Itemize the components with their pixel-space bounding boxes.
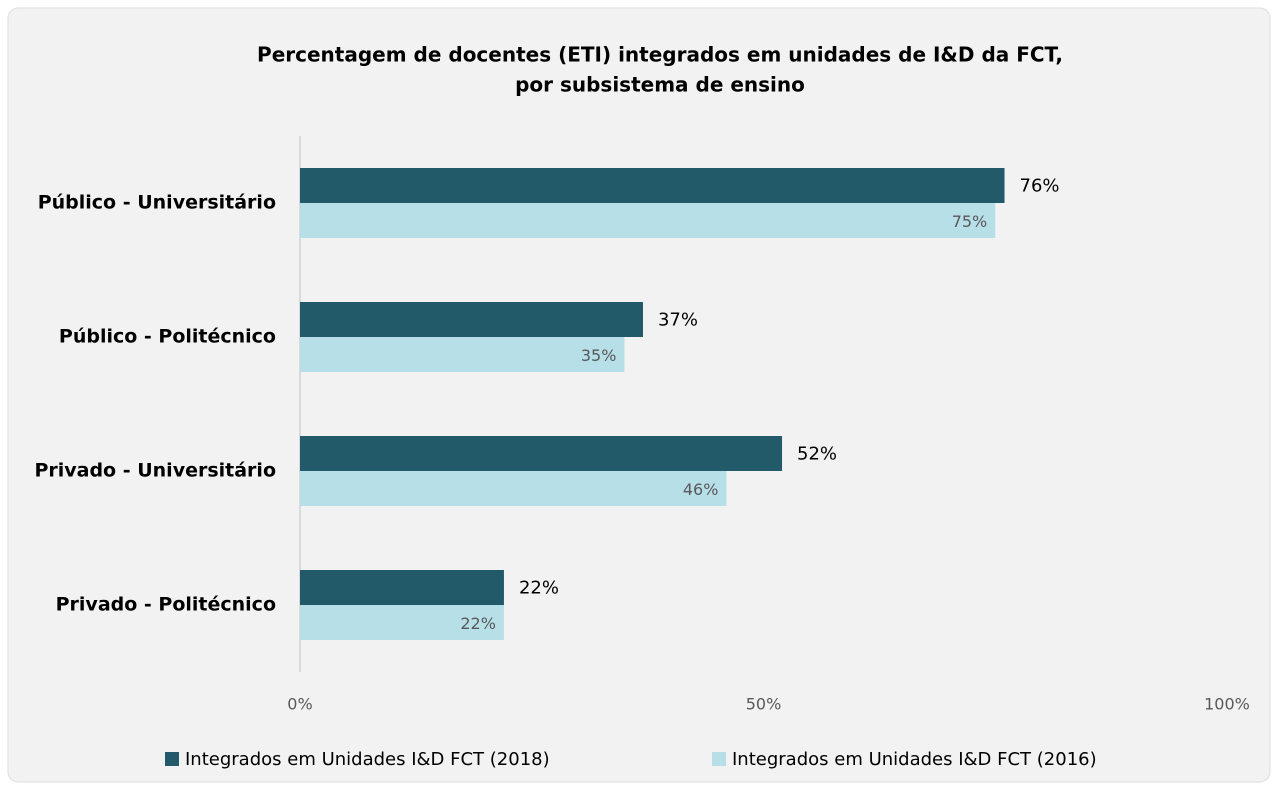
data-label: 76% <box>1020 176 1060 197</box>
bar <box>300 302 643 337</box>
data-label: 35% <box>581 346 617 365</box>
data-label: 75% <box>952 212 988 231</box>
data-label: 37% <box>658 310 698 331</box>
bar <box>300 337 625 372</box>
data-label: 52% <box>797 444 837 465</box>
x-tick-label: 50% <box>746 695 782 714</box>
legend-label: Integrados em Unidades I&D FCT (2018) <box>185 749 550 770</box>
chart-title: Percentagem de docentes (ETI) integrados… <box>257 43 1063 67</box>
data-label: 46% <box>683 480 719 499</box>
chart-title: por subsistema de ensino <box>515 73 805 97</box>
data-label: 22% <box>460 614 496 633</box>
bar <box>300 605 504 640</box>
legend-swatch <box>712 752 726 766</box>
y-tick-label: Privado - Universitário <box>34 460 276 482</box>
y-tick-label: Privado - Politécnico <box>56 594 276 616</box>
x-tick-label: 0% <box>287 695 312 714</box>
bar <box>300 471 727 506</box>
y-tick-label: Público - Politécnico <box>59 326 276 348</box>
bar <box>300 168 1005 203</box>
bar <box>300 570 504 605</box>
legend-swatch <box>165 752 179 766</box>
y-tick-label: Público - Universitário <box>38 192 276 214</box>
legend-label: Integrados em Unidades I&D FCT (2016) <box>732 749 1097 770</box>
x-tick-label: 100% <box>1204 695 1250 714</box>
bar <box>300 203 996 238</box>
chart-panel <box>7 7 1271 783</box>
data-label: 22% <box>519 578 559 599</box>
bar <box>300 436 783 471</box>
